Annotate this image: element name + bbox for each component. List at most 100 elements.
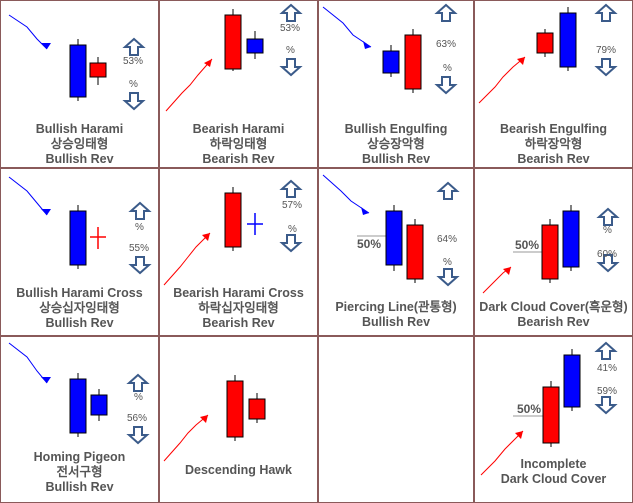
candle-large-red xyxy=(224,187,242,251)
trend-arrow-up xyxy=(482,266,512,294)
down-arrow-icon xyxy=(594,58,618,77)
cell-bullish-harami-cross: % 55% Bullish Harami Cross 상승십자잉태형 Bulli… xyxy=(0,168,159,336)
pct-down: 55% xyxy=(129,243,150,254)
candle-large-blue xyxy=(559,7,577,71)
pct-down: 59% xyxy=(597,386,618,397)
candle-small-blue xyxy=(90,389,108,421)
cell-bearish-harami: 53% % Bearish Harami 하락잉태형 Bearish Rev xyxy=(159,0,318,168)
pct-up: % xyxy=(603,225,612,236)
label-line: Bullish Harami Cross xyxy=(16,286,143,300)
pattern-label: Bullish Harami 상승잉태형 Bullish Rev xyxy=(1,122,158,167)
cell-bearish-harami-cross-graphic xyxy=(163,179,303,286)
cell-homing-pigeon: % 56% Homing Pigeon 전서구형 Bullish Rev xyxy=(0,336,159,503)
cell-bearish-engulfing-graphic xyxy=(478,3,618,104)
pct-up: 57% xyxy=(282,200,303,211)
pct-up: 63% xyxy=(436,39,457,50)
label-line: Bearish Harami Cross xyxy=(173,286,304,300)
label-line: Bullish Rev xyxy=(45,480,114,494)
label-line: Bullish Engulfing xyxy=(344,122,448,136)
pct-down: % xyxy=(129,79,138,90)
trend-arrow-down xyxy=(322,6,372,49)
label-line: Homing Pigeon xyxy=(33,450,126,464)
candle-large-blue xyxy=(385,205,403,271)
candle-large-blue xyxy=(69,373,87,437)
candle-large-red xyxy=(406,219,424,283)
down-arrow-icon xyxy=(126,426,150,445)
cell-homing-pigeon-graphic xyxy=(8,342,150,445)
cell-bullish-harami-cross-graphic xyxy=(8,176,152,275)
pattern-label: Bearish Engulfing 하락장악형 Bearish Rev xyxy=(475,122,632,167)
pattern-label: Bullish Harami Cross 상승십자잉태형 Bullish Rev xyxy=(1,286,158,331)
down-arrow-icon xyxy=(596,254,620,273)
cell-bearish-harami-graphic xyxy=(165,3,303,112)
label-line: Bearish Rev xyxy=(202,152,275,166)
doji-cross-blue xyxy=(247,213,263,235)
pct-up: 64% xyxy=(437,234,458,245)
trend-arrow-down xyxy=(322,174,370,215)
trend-arrow-up xyxy=(480,430,524,476)
down-arrow-icon xyxy=(594,396,618,415)
trend-arrow-up xyxy=(163,232,211,286)
label-line: 하락십자잉태형 xyxy=(198,301,279,315)
label-line: Dark Cloud Cover(흑운형) xyxy=(479,300,628,314)
label-line: Bullish Rev xyxy=(361,152,431,166)
label-line: Bearish Rev xyxy=(517,152,590,166)
candle-small-red xyxy=(89,57,107,85)
candle-large-red xyxy=(224,9,242,71)
pattern-label: Descending Hawk xyxy=(160,463,317,478)
cell-bearish-engulfing: 79% Bearish Engulfing 하락장악형 Bearish Rev … xyxy=(474,0,633,168)
label-line: Bearish Harami xyxy=(192,122,285,136)
cell-descending-hawk: Descending Hawk xyxy=(159,336,318,503)
label-line: Bullish Rev xyxy=(361,315,431,329)
pct-down: % xyxy=(286,45,295,56)
label-line: 하락잉태형 xyxy=(209,137,268,151)
trend-arrow-down xyxy=(8,342,51,384)
label-line: 상승장악형 xyxy=(367,137,425,151)
candle-large-red xyxy=(404,29,422,93)
pattern-label: Piercing Line(관통형) Bullish Rev xyxy=(319,300,473,330)
candle-large-blue xyxy=(563,349,581,411)
midpoint-pct: 50% xyxy=(357,237,382,251)
cell-bullish-engulfing-graphic xyxy=(322,3,458,95)
doji-cross-red xyxy=(90,227,106,249)
cell-bullish-harami: 53% % Bullish Harami 상승잉태형 Bullish Rev xyxy=(0,0,159,168)
label-line: Bullish Harami xyxy=(35,122,124,136)
candle-large-red xyxy=(542,381,560,447)
up-arrow-icon xyxy=(279,179,303,198)
candle-large-red xyxy=(226,375,244,441)
midpoint-pct: 50% xyxy=(517,402,542,416)
up-arrow-icon xyxy=(436,181,460,200)
label-line: Dark Cloud Cover xyxy=(500,472,607,486)
up-arrow-icon xyxy=(128,201,152,220)
candle-small-red xyxy=(536,29,554,57)
label-line: Bearish Rev xyxy=(202,316,275,330)
down-arrow-icon xyxy=(279,234,303,253)
pattern-label: Bullish Engulfing 상승장악형 Bullish Rev xyxy=(319,122,473,167)
cell-incomplete-dark-cloud-cover: 50% 41% 59% Incomplete Dark Cloud Cover xyxy=(474,336,633,503)
pct-down: 60% xyxy=(597,249,618,260)
trend-arrow-up xyxy=(478,56,526,104)
pct-up: % xyxy=(134,392,143,403)
label-line: 상승십자잉태형 xyxy=(39,301,120,315)
label-line: 하락장악형 xyxy=(524,137,583,151)
pct-up: 79% xyxy=(596,45,617,56)
up-arrow-icon xyxy=(279,3,303,22)
pattern-label: Bearish Harami Cross 하락십자잉태형 Bearish Rev xyxy=(160,286,317,331)
cell-empty xyxy=(318,336,474,503)
pct-up: 53% xyxy=(123,56,144,67)
pct-down: % xyxy=(443,257,452,268)
pattern-label: Incomplete Dark Cloud Cover xyxy=(475,457,632,487)
trend-arrow-up xyxy=(163,414,209,462)
label-line: Bullish Rev xyxy=(45,152,114,166)
cell-dark-cloud-cover: 50% % 60% Dark Cloud Cover(흑운형) Bearish … xyxy=(474,168,633,336)
pattern-label: Bearish Harami 하락잉태형 Bearish Rev xyxy=(160,122,317,167)
label-line: Bearish Rev xyxy=(517,315,590,329)
pct-up: % xyxy=(135,222,144,233)
down-arrow-icon xyxy=(279,58,303,77)
up-arrow-icon xyxy=(434,3,458,22)
trend-arrow-up xyxy=(165,58,213,112)
pct-down: % xyxy=(288,224,297,235)
label-line: 전서구형 xyxy=(56,465,103,479)
pct-down: 56% xyxy=(127,413,148,424)
